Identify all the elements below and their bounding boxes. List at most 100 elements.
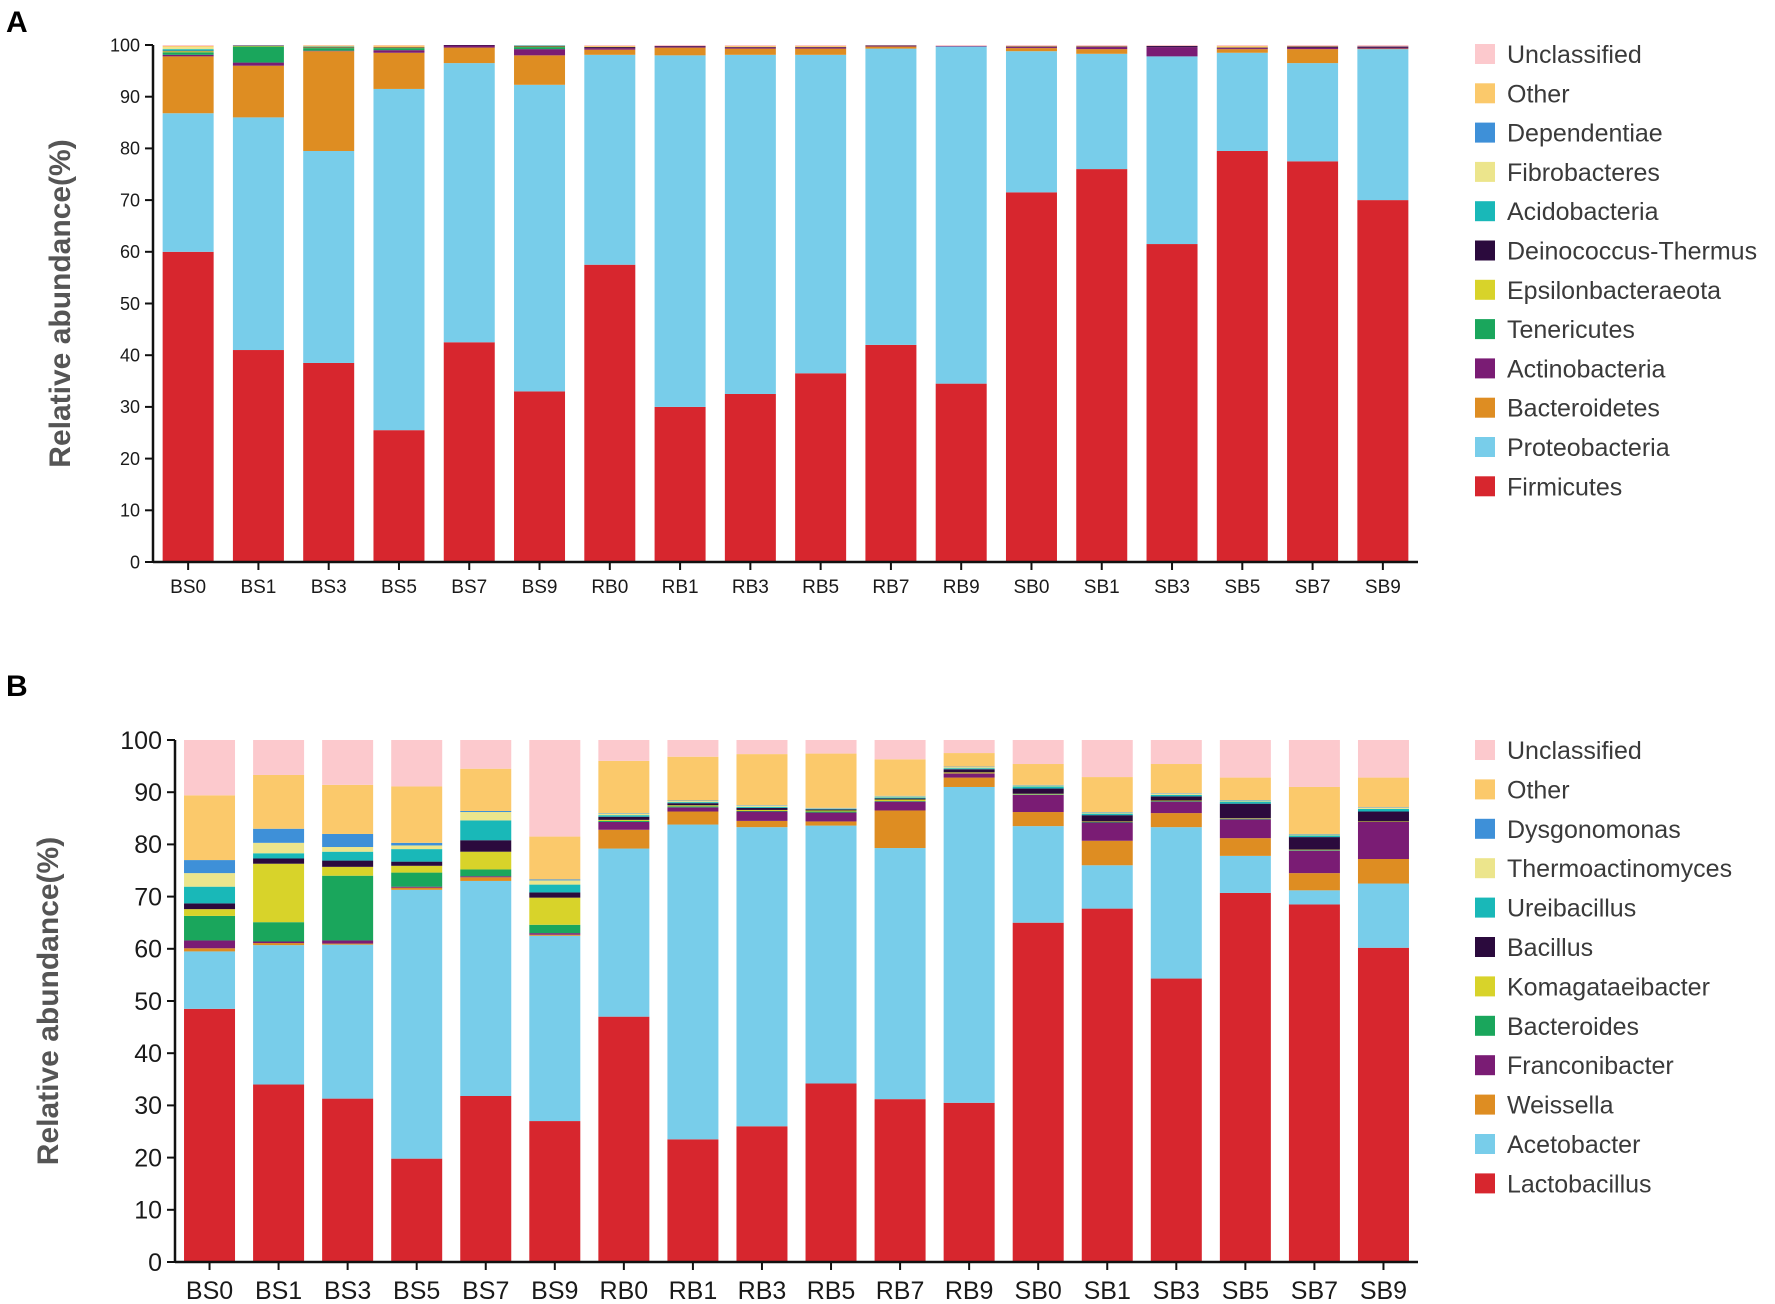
- x-tick-label-b-BS7: BS7: [462, 1277, 509, 1304]
- legend-swatch-b-franconibacter: [1475, 1055, 1495, 1076]
- bar-a-BS9-bacteroidetes: [514, 55, 566, 85]
- bar-b-RB3-dysgonomonas: [736, 805, 788, 806]
- bar-a-BS0-proteobacteria: [162, 113, 214, 252]
- bar-a-SB7-actinobacteria: [1287, 47, 1339, 50]
- y-axis-label-a: Relative abundance(%): [44, 139, 77, 467]
- bar-b-SB3-other: [1150, 764, 1202, 794]
- bar-a-RB1-firmicutes: [654, 406, 706, 562]
- bar-a-SB1-bacteroidetes: [1076, 49, 1128, 54]
- bar-a-BS9-firmicutes: [514, 391, 566, 562]
- x-tick-label-a-BS1: BS1: [240, 577, 276, 598]
- bar-a-SB0-actinobacteria: [1005, 47, 1057, 49]
- bar-b-RB3-franconibacter: [736, 811, 788, 821]
- bar-b-BS9-dysgonomonas: [529, 879, 581, 881]
- bar-b-BS3-thermoactinomyces: [322, 847, 374, 852]
- bar-a-BS5-unclassified: [373, 45, 425, 46]
- legend-swatch-a-fibrobacteres: [1475, 161, 1495, 182]
- bar-a-BS5-bacteroidetes: [373, 52, 425, 89]
- y-tick-label-a-80: 80: [120, 139, 140, 159]
- bar-b-RB1-weissella: [667, 811, 719, 825]
- bar-a-BS9-tenericutes: [514, 47, 566, 50]
- y-tick-label-a-20: 20: [120, 449, 140, 469]
- bar-b-RB7-unclassified: [874, 740, 926, 760]
- bar-b-RB9-komagataeibacter: [943, 772, 995, 774]
- bar-b-SB5-komagataeibacter: [1219, 818, 1271, 819]
- bar-b-BS5-bacteroides: [391, 872, 443, 887]
- bar-b-BS9-bacillus: [529, 892, 581, 898]
- bar-b-BS7-bacillus: [460, 840, 512, 852]
- legend-label-b-bacteroides: Bacteroides: [1507, 1013, 1639, 1041]
- bar-b-BS5-weissella: [391, 887, 443, 890]
- bar-b-RB3-unclassified: [736, 740, 788, 755]
- bar-a-SB5-unclassified: [1216, 45, 1268, 47]
- y-tick-label-a-60: 60: [120, 242, 140, 262]
- bar-b-RB1-unclassified: [667, 740, 719, 757]
- bar-a-BS5-actinobacteria: [373, 50, 425, 53]
- bar-a-SB1-unclassified: [1076, 45, 1128, 47]
- bar-b-BS3-bacteroides: [322, 875, 374, 941]
- x-tick-label-b-BS0: BS0: [186, 1277, 233, 1304]
- bar-b-RB7-weissella: [874, 810, 926, 849]
- x-tick-label-a-SB0: SB0: [1014, 577, 1050, 598]
- bar-a-RB7-deinococcus-thermus: [865, 45, 917, 47]
- bar-b-RB0-weissella: [598, 829, 650, 849]
- x-tick-label-a-SB9: SB9: [1365, 577, 1401, 598]
- bar-b-BS1-unclassified: [253, 740, 305, 775]
- bar-b-BS1-bacillus: [253, 858, 305, 864]
- bar-a-BS0-epsilonbacteraeota: [162, 51, 214, 53]
- bar-a-RB3-proteobacteria: [724, 54, 776, 394]
- bar-b-BS5-dysgonomonas: [391, 842, 443, 846]
- bar-a-SB7-proteobacteria: [1287, 63, 1339, 162]
- bar-b-SB7-acetobacter: [1288, 890, 1340, 905]
- bar-b-SB0-franconibacter: [1012, 794, 1064, 813]
- bar-b-SB7-thermoactinomyces: [1288, 834, 1340, 836]
- bar-b-BS9-acetobacter: [529, 935, 581, 1122]
- bar-b-BS0-acetobacter: [184, 951, 236, 1009]
- y-tick-label-a-50: 50: [120, 294, 140, 314]
- legend-swatch-a-other: [1475, 83, 1495, 104]
- bar-a-BS3-acidobacteria: [303, 46, 355, 48]
- x-tick-label-b-RB9: RB9: [945, 1277, 994, 1304]
- bar-b-BS1-ureibacillus: [253, 853, 305, 859]
- bar-a-BS3-proteobacteria: [303, 150, 355, 363]
- legend-swatch-b-weissella: [1475, 1094, 1495, 1115]
- x-tick-label-a-SB5: SB5: [1224, 577, 1260, 598]
- bar-b-BS3-franconibacter: [322, 940, 374, 944]
- bar-a-SB3-unclassified: [1146, 45, 1198, 47]
- bar-a-SB1-deinococcus-thermus: [1076, 46, 1128, 48]
- legend-swatch-b-lactobacillus: [1475, 1173, 1495, 1194]
- bar-b-BS0-bacteroides: [184, 915, 236, 941]
- bar-b-RB3-weissella: [736, 820, 788, 828]
- legend-label-a-tenericutes: Tenericutes: [1507, 316, 1635, 344]
- bar-b-SB1-komagataeibacter: [1081, 821, 1133, 822]
- bar-b-BS1-weissella: [253, 943, 305, 946]
- bar-b-BS1-dysgonomonas: [253, 828, 305, 843]
- panel-label-b: B: [6, 670, 28, 703]
- bar-b-SB3-bacteroides: [1150, 801, 1202, 802]
- bar-a-SB9-firmicutes: [1357, 200, 1409, 562]
- bar-b-SB1-bacillus: [1081, 815, 1133, 822]
- bar-a-RB0-deinococcus-thermus: [584, 47, 636, 49]
- bar-a-BS0-firmicutes: [162, 251, 214, 563]
- x-tick-label-b-BS3: BS3: [324, 1277, 371, 1304]
- bar-b-RB7-bacillus: [874, 798, 926, 800]
- bar-b-RB0-bacillus: [598, 816, 650, 820]
- bar-b-RB0-ureibacillus: [598, 815, 650, 817]
- x-tick-label-a-RB0: RB0: [591, 577, 628, 598]
- bar-b-RB0-acetobacter: [598, 848, 650, 1017]
- bar-b-SB7-ureibacillus: [1288, 835, 1340, 838]
- legend-label-b-dysgonomonas: Dysgonomonas: [1507, 816, 1681, 844]
- bar-a-BS7-firmicutes: [443, 342, 495, 562]
- bar-b-BS1-bacteroides: [253, 922, 305, 942]
- bar-b-SB3-unclassified: [1150, 740, 1202, 765]
- x-tick-label-a-BS3: BS3: [311, 577, 347, 598]
- bar-a-SB1-firmicutes: [1076, 169, 1128, 562]
- bar-b-RB0-lactobacillus: [598, 1016, 650, 1262]
- legend-label-a-bacteroidetes: Bacteroidetes: [1507, 395, 1660, 423]
- bar-b-SB7-lactobacillus: [1288, 904, 1340, 1262]
- bar-b-SB9-ureibacillus: [1357, 808, 1409, 812]
- bar-a-BS0-bacteroidetes: [162, 56, 214, 114]
- bar-a-BS0-actinobacteria: [162, 54, 214, 57]
- y-tick-label-a-30: 30: [120, 397, 140, 417]
- bar-a-BS5-epsilonbacteraeota: [373, 47, 425, 49]
